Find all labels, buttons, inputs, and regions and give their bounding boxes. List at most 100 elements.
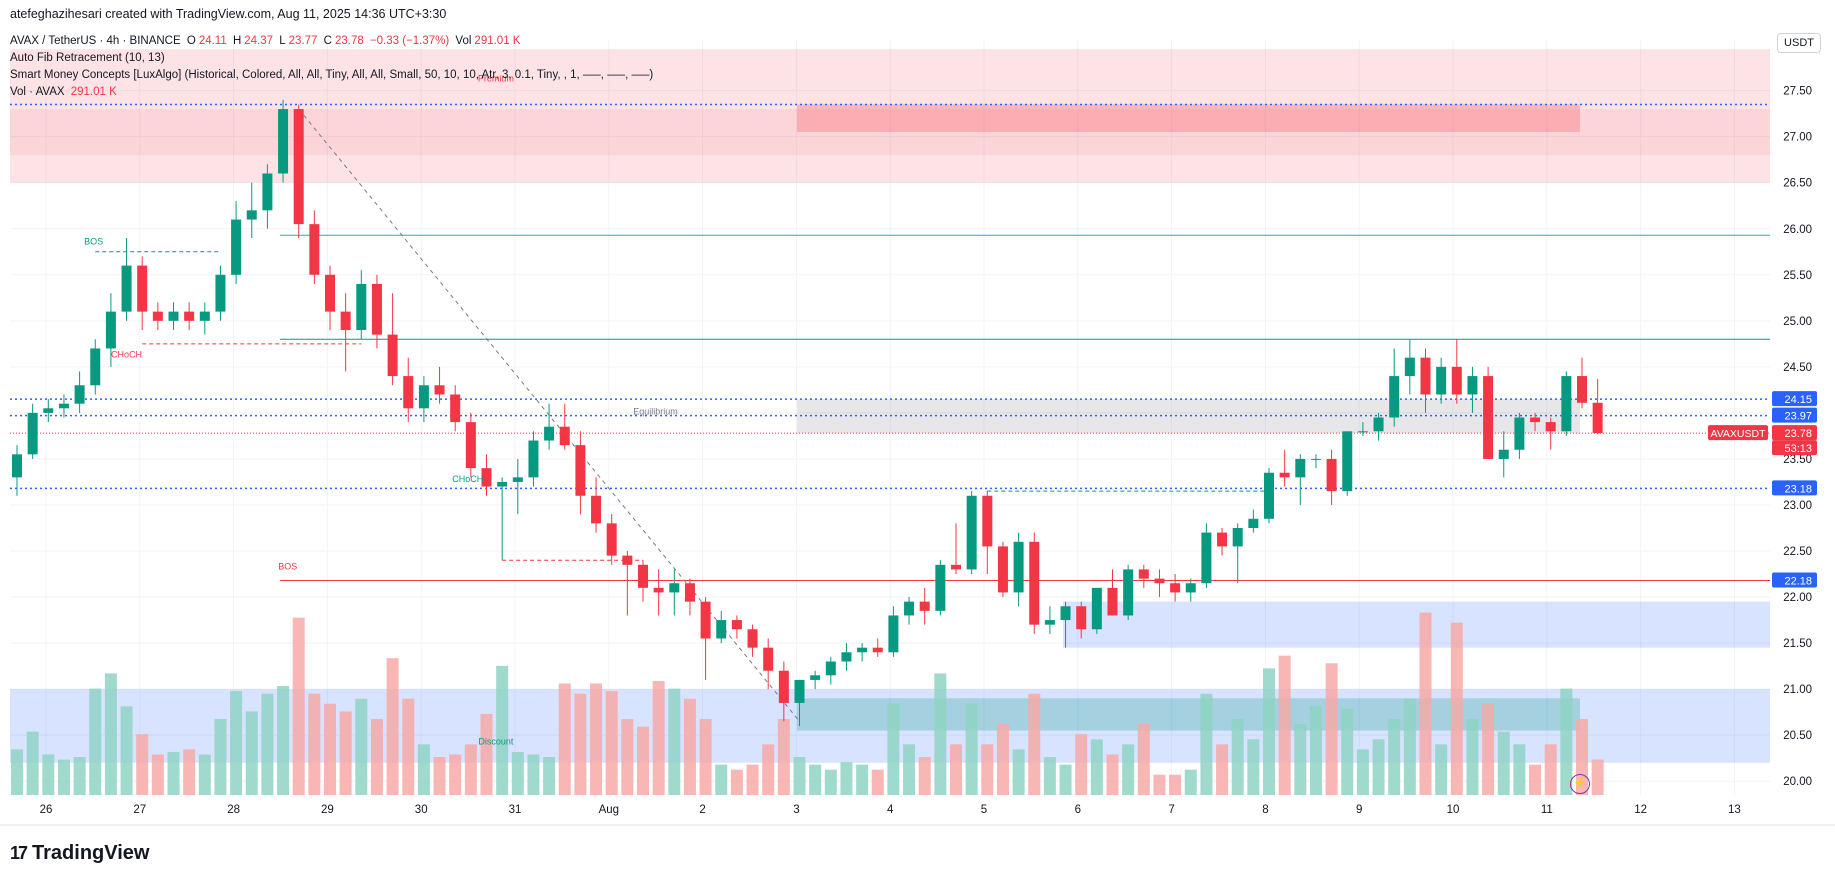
candle-body bbox=[575, 445, 586, 496]
candle-body bbox=[1185, 583, 1196, 593]
y-tick-label: 21.50 bbox=[1783, 638, 1812, 650]
volume-bar bbox=[1028, 693, 1041, 795]
candle-body bbox=[1091, 587, 1102, 630]
price-axis-label: 22.18 bbox=[1784, 575, 1812, 587]
symbol-name[interactable]: AVAX / TetherUS · 4h · BINANCE bbox=[10, 35, 181, 47]
volume-bar bbox=[1544, 744, 1557, 795]
candle-body bbox=[700, 601, 711, 639]
volume-bar bbox=[621, 719, 634, 795]
candle-body bbox=[1592, 402, 1603, 434]
volume-bar bbox=[89, 688, 102, 795]
candle-body bbox=[356, 283, 367, 331]
candle-body bbox=[371, 283, 382, 335]
candle-body bbox=[653, 587, 664, 593]
volume-bar bbox=[1435, 744, 1448, 795]
candle-body bbox=[1264, 472, 1274, 519]
lightning-icon[interactable]: ⚡ bbox=[1570, 774, 1590, 794]
symbol-price-tag bbox=[1708, 425, 1768, 441]
candle-body bbox=[904, 601, 915, 616]
volume-bar bbox=[1341, 708, 1354, 795]
volume-bar bbox=[1497, 731, 1510, 795]
candle-body bbox=[1310, 458, 1321, 460]
candle-body bbox=[27, 412, 38, 455]
volume-bar bbox=[496, 665, 509, 795]
volume-bar bbox=[1591, 759, 1604, 795]
volume-bar bbox=[230, 691, 243, 795]
open-label: O bbox=[186, 35, 196, 47]
x-tick-label: 30 bbox=[415, 804, 428, 816]
volume-bar bbox=[261, 693, 274, 795]
candle-body bbox=[418, 385, 429, 409]
candle-body bbox=[919, 601, 930, 611]
volume-bar bbox=[1560, 688, 1573, 795]
volume-bar bbox=[464, 744, 477, 795]
candle-body bbox=[825, 661, 836, 676]
candle-body bbox=[184, 311, 195, 321]
x-tick-label: 29 bbox=[321, 804, 334, 816]
volume-bar bbox=[1200, 693, 1213, 795]
candle-body bbox=[1217, 532, 1228, 547]
currency-button[interactable]: USDT bbox=[1777, 33, 1821, 53]
candle-body bbox=[622, 555, 633, 565]
volume-bar bbox=[871, 769, 884, 795]
volume-bar bbox=[965, 703, 978, 795]
volume-bar bbox=[386, 658, 399, 795]
price-axis-label: 23.18 bbox=[1784, 483, 1812, 495]
x-tick-label: 27 bbox=[133, 804, 146, 816]
price-axis-label-box bbox=[1772, 425, 1817, 441]
volume-bar bbox=[433, 757, 446, 795]
volume-bar bbox=[1513, 744, 1526, 795]
chart-annotation: CHoCH bbox=[111, 350, 142, 360]
volume-bar bbox=[590, 683, 603, 795]
candle-body bbox=[810, 675, 821, 680]
volume-bar bbox=[981, 744, 994, 795]
volume-bar bbox=[730, 769, 743, 795]
chart-annotation: Discount bbox=[478, 736, 514, 746]
volume-bar bbox=[277, 686, 290, 795]
candle-body bbox=[857, 647, 868, 653]
chart-annotation: Premium bbox=[478, 73, 514, 83]
candle-body bbox=[1138, 569, 1149, 579]
volume-bar bbox=[777, 719, 790, 795]
volume-bar bbox=[1169, 774, 1182, 795]
price-axis-label: 53:13 bbox=[1784, 443, 1812, 455]
candle-body bbox=[199, 311, 210, 321]
x-tick-label: 7 bbox=[1168, 804, 1174, 816]
candle-body bbox=[528, 440, 539, 478]
candle-body bbox=[935, 564, 946, 611]
candle-body bbox=[1295, 458, 1306, 478]
tradingview-logo[interactable]: 17 TradingView bbox=[10, 842, 149, 865]
indicator-fib[interactable]: Auto Fib Retracement (10, 13) bbox=[10, 52, 165, 64]
candle-body bbox=[1076, 606, 1087, 630]
x-tick-label: 5 bbox=[981, 804, 987, 816]
candle-body bbox=[403, 376, 414, 409]
x-tick-label: 4 bbox=[887, 804, 894, 816]
volume-bar bbox=[809, 764, 822, 795]
x-tick-label: 26 bbox=[40, 804, 53, 816]
candle-body bbox=[325, 274, 335, 312]
candle-body bbox=[1498, 449, 1509, 459]
volume-bar bbox=[449, 754, 462, 795]
indicator-smc[interactable]: Smart Money Concepts [LuxAlgo] (Historic… bbox=[10, 69, 654, 81]
y-tick-label: 21.00 bbox=[1783, 684, 1812, 696]
y-tick-label: 27.00 bbox=[1783, 132, 1812, 144]
price-axis-label-box bbox=[1772, 407, 1817, 423]
volume-bar bbox=[1216, 744, 1229, 795]
volume-bar bbox=[652, 681, 665, 795]
indicator-volume[interactable]: Vol · AVAX 291.01 K bbox=[10, 86, 120, 98]
volume-bar bbox=[1153, 774, 1166, 795]
time-axis bbox=[0, 795, 1770, 825]
x-tick-label: 28 bbox=[227, 804, 240, 816]
candle-body bbox=[1357, 431, 1368, 433]
volume-bar bbox=[402, 698, 415, 795]
volume-bar bbox=[1263, 668, 1275, 795]
volume-bar bbox=[183, 749, 196, 795]
price-axis-label: 23.78 bbox=[1784, 428, 1812, 440]
price-axis-label-box bbox=[1772, 572, 1817, 588]
volume-bar bbox=[57, 759, 70, 795]
volume-bar bbox=[1075, 734, 1088, 795]
candle-body bbox=[1436, 366, 1447, 395]
volume-bar bbox=[355, 698, 368, 795]
